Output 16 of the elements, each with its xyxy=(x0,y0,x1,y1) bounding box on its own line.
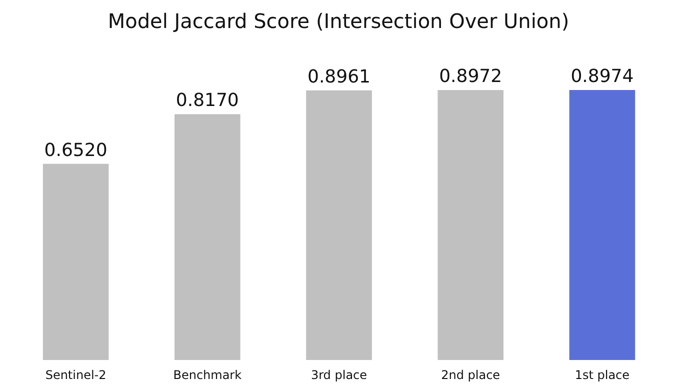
x-tick-label: Benchmark xyxy=(173,368,242,382)
bar xyxy=(306,90,372,360)
data-label: 0.8972 xyxy=(439,66,502,88)
bar xyxy=(174,114,240,360)
bar xyxy=(42,164,109,360)
x-tick-label: 1st place xyxy=(574,368,630,382)
x-tick-label: 3rd place xyxy=(310,368,368,382)
x-tick-label: Sentinel-2 xyxy=(45,368,106,382)
bar xyxy=(569,90,636,360)
x-tick-label: 2nd place xyxy=(441,368,500,382)
data-label: 0.8961 xyxy=(308,66,370,88)
data-label: 0.8974 xyxy=(570,66,634,87)
data-label: 0.8170 xyxy=(176,90,239,112)
chart-title: Model Jaccard Score (Intersection Over Union) xyxy=(108,9,570,33)
data-label: 0.6520 xyxy=(44,140,108,161)
bar xyxy=(438,90,504,360)
